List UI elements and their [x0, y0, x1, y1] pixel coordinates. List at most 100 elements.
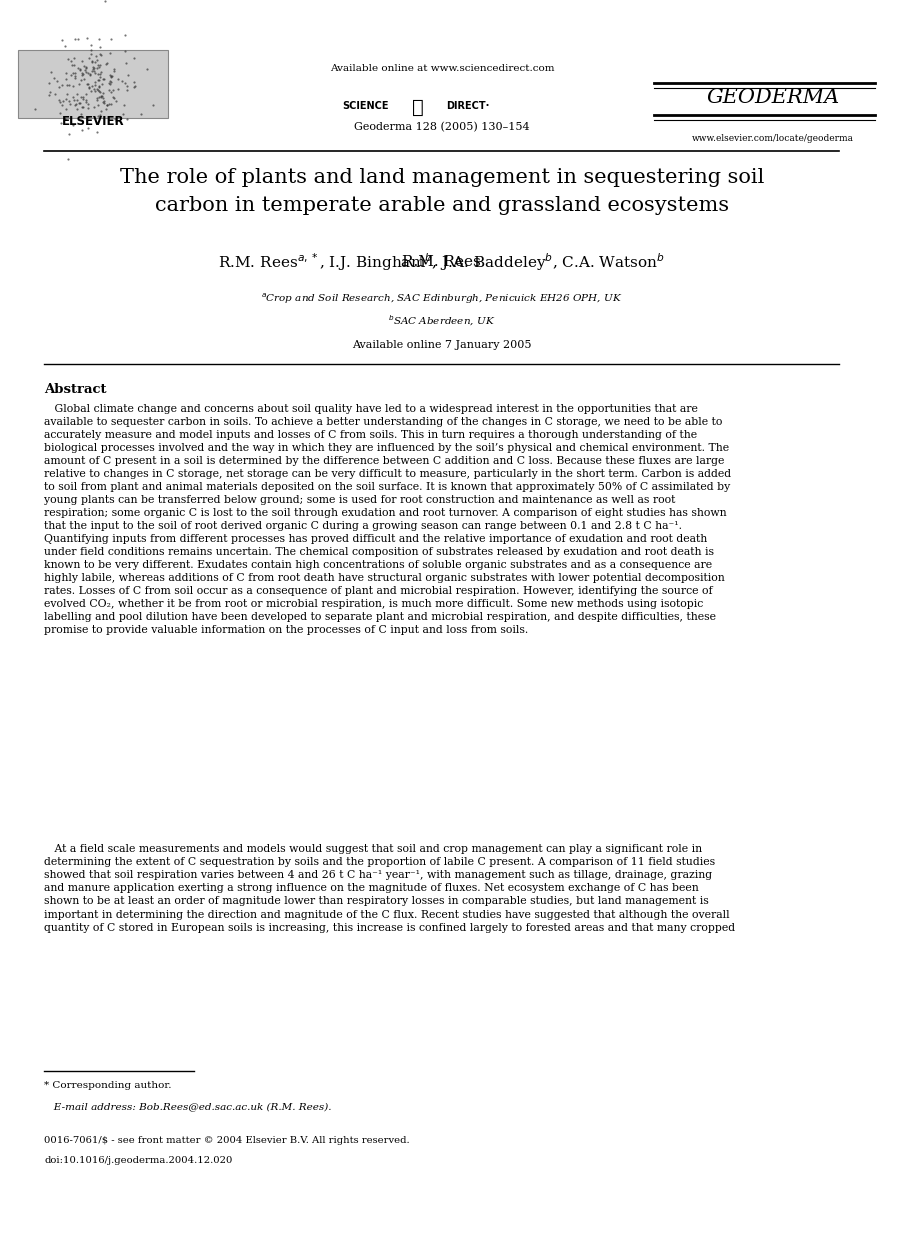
Point [73, 87, 88, 106]
Point [93, 87, 108, 106]
Text: E-mail address: Bob.Rees@ed.sac.ac.uk (R.M. Rees).: E-mail address: Bob.Rees@ed.sac.ac.uk (R… [44, 1102, 332, 1110]
Point [104, 66, 119, 85]
Point [44, 62, 58, 82]
Point [103, 72, 118, 92]
Point [79, 90, 93, 110]
Point [75, 88, 90, 108]
Point [90, 90, 104, 110]
Point [75, 97, 90, 116]
Text: www.elsevier.com/locate/geoderma: www.elsevier.com/locate/geoderma [692, 134, 854, 144]
Text: $^b$SAC Aberdeen, UK: $^b$SAC Aberdeen, UK [388, 313, 495, 328]
Point [78, 84, 93, 104]
Point [94, 85, 109, 105]
Point [68, 63, 83, 83]
Point [71, 30, 85, 50]
Point [90, 121, 104, 141]
Point [102, 66, 117, 85]
Point [81, 108, 95, 128]
Point [70, 84, 84, 104]
Point [56, 108, 71, 128]
Text: Geoderma 128 (2005) 130–154: Geoderma 128 (2005) 130–154 [354, 123, 530, 132]
Point [82, 48, 96, 68]
Point [73, 71, 88, 90]
Point [120, 80, 134, 100]
Point [75, 64, 90, 84]
Point [52, 89, 66, 109]
Point [75, 66, 90, 85]
Point [93, 82, 107, 102]
Point [120, 109, 134, 129]
Point [98, 0, 112, 11]
Point [82, 78, 96, 98]
Point [93, 63, 107, 83]
Point [63, 92, 77, 111]
Point [53, 104, 67, 124]
Point [80, 28, 94, 48]
Point [83, 82, 98, 102]
Point [71, 58, 85, 78]
Point [27, 99, 42, 119]
Point [96, 69, 111, 89]
Point [73, 93, 87, 113]
Point [116, 95, 131, 115]
Point [100, 95, 114, 115]
Point [58, 36, 73, 56]
Point [54, 113, 69, 132]
Point [93, 67, 107, 87]
Point [96, 83, 111, 103]
Point [78, 61, 93, 80]
Text: At a field scale measurements and models would suggest that soil and crop manage: At a field scale measurements and models… [44, 844, 736, 932]
Text: Available online at www.sciencedirect.com: Available online at www.sciencedirect.co… [329, 63, 554, 73]
Point [107, 62, 122, 82]
Point [88, 82, 102, 102]
Point [93, 77, 107, 97]
Point [77, 56, 92, 76]
Point [75, 98, 90, 118]
Point [65, 63, 80, 83]
Point [102, 73, 116, 93]
Point [54, 30, 69, 50]
Point [70, 90, 84, 110]
Point [87, 79, 102, 99]
Text: * Corresponding author.: * Corresponding author. [44, 1081, 171, 1089]
Point [99, 53, 113, 73]
Point [90, 51, 104, 71]
Point [91, 56, 105, 76]
Point [43, 73, 57, 93]
Point [140, 58, 154, 78]
Point [76, 89, 91, 109]
Point [54, 76, 69, 95]
Point [59, 69, 73, 89]
Point [93, 57, 107, 77]
Point [92, 69, 106, 89]
Point [91, 80, 105, 100]
Point [63, 51, 78, 71]
Point [114, 72, 129, 92]
Point [92, 64, 106, 84]
Point [77, 69, 92, 89]
Point [97, 93, 112, 113]
Point [63, 94, 78, 114]
Text: R.M. Rees: R.M. Rees [403, 255, 482, 270]
Point [79, 62, 93, 82]
Point [85, 58, 100, 78]
Point [61, 149, 75, 168]
Point [96, 88, 111, 108]
Point [115, 104, 130, 124]
Point [66, 77, 81, 97]
Point [60, 76, 74, 95]
Point [47, 84, 62, 104]
Point [60, 50, 74, 69]
Point [118, 25, 132, 45]
Point [126, 72, 141, 92]
Point [102, 94, 116, 114]
Point [80, 74, 94, 94]
Point [92, 87, 106, 106]
Point [75, 52, 90, 72]
Point [46, 68, 61, 88]
Point [67, 48, 82, 68]
Point [73, 59, 88, 79]
Point [73, 93, 87, 113]
Point [91, 69, 105, 89]
Point [103, 74, 118, 94]
